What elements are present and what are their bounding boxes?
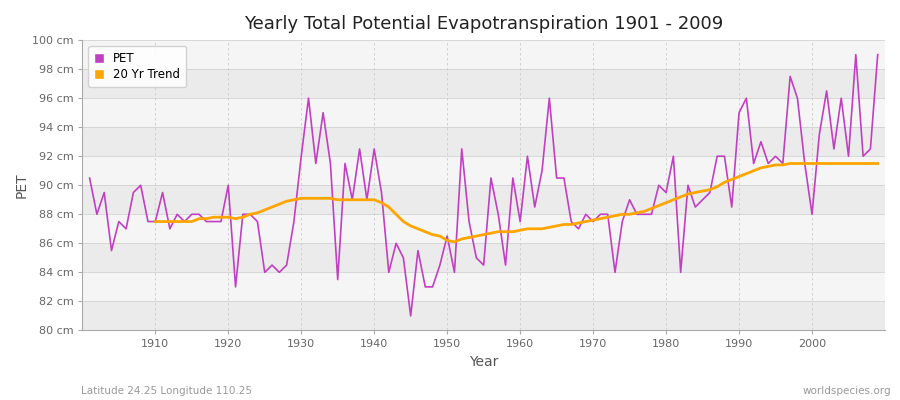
PET (609, 270, 620, 275)
Bar (82, 301, 885, 330)
20 Yr Trend (318, 196, 328, 201)
Bar (82, 127, 885, 156)
Bar (82, 40, 885, 69)
20 Yr Trend (529, 226, 540, 231)
Bar (82, 272, 885, 301)
PET (515, 219, 526, 224)
PET (303, 96, 314, 100)
Title: Yearly Total Potential Evapotranspiration 1901 - 2009: Yearly Total Potential Evapotranspiratio… (244, 15, 724, 33)
PET (346, 197, 357, 202)
Line: 20 Yr Trend: 20 Yr Trend (156, 164, 878, 242)
20 Yr Trend (850, 161, 861, 166)
PET (872, 52, 883, 57)
PET (142, 219, 153, 224)
Bar (82, 185, 885, 214)
Bar (82, 214, 885, 243)
X-axis label: Year: Year (469, 355, 499, 369)
Bar (82, 98, 885, 127)
Bar (82, 156, 885, 185)
20 Yr Trend (289, 197, 300, 202)
PET (850, 52, 861, 57)
20 Yr Trend (449, 240, 460, 244)
20 Yr Trend (872, 161, 883, 166)
PET (522, 154, 533, 159)
PET (405, 314, 416, 318)
Bar (82, 69, 885, 98)
20 Yr Trend (829, 161, 840, 166)
Text: worldspecies.org: worldspecies.org (803, 386, 891, 396)
Bar (82, 243, 885, 272)
Text: Latitude 24.25 Longitude 110.25: Latitude 24.25 Longitude 110.25 (81, 386, 252, 396)
20 Yr Trend (150, 219, 161, 224)
Legend: PET, 20 Yr Trend: PET, 20 Yr Trend (88, 46, 186, 87)
20 Yr Trend (588, 218, 598, 222)
PET (85, 176, 95, 180)
20 Yr Trend (785, 161, 796, 166)
Line: PET: PET (90, 55, 878, 316)
Y-axis label: PET: PET (15, 172, 29, 198)
